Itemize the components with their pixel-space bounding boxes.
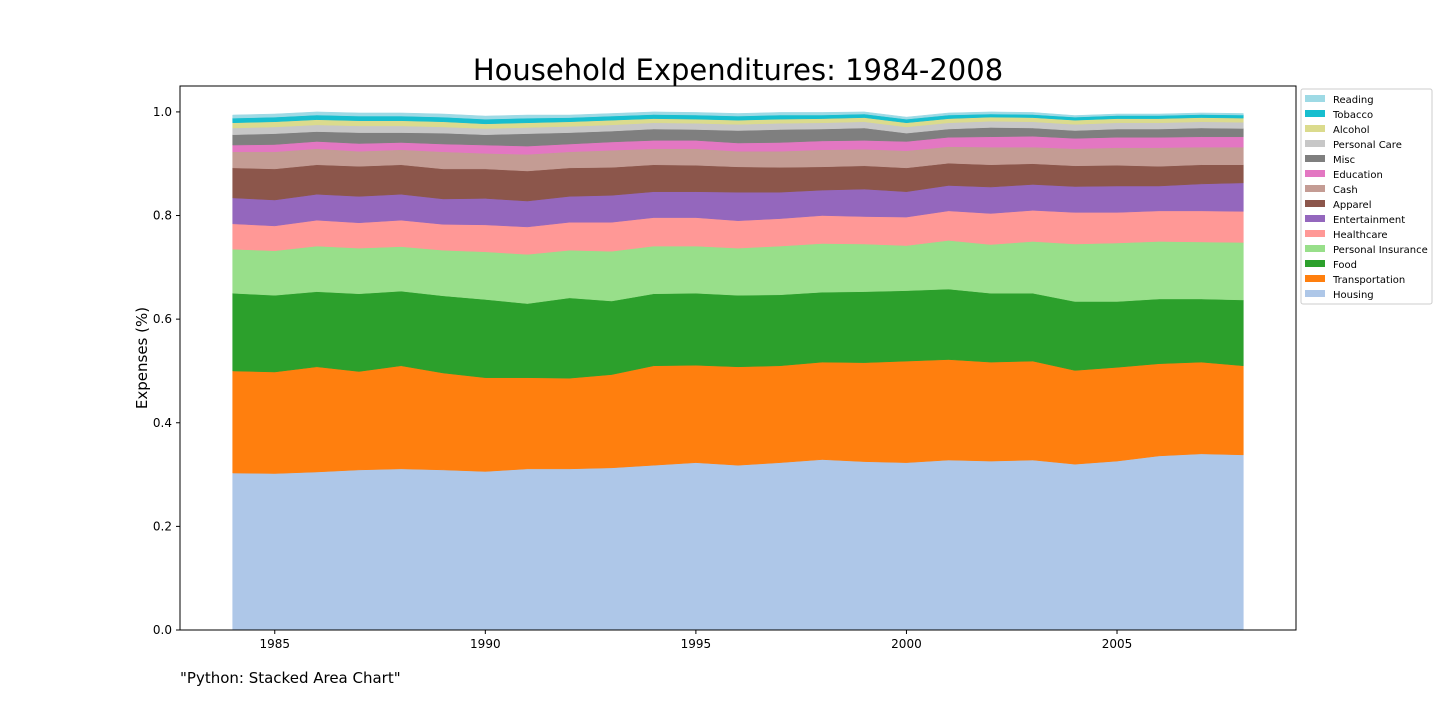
legend: Reading Tobacco Alcohol Personal Care Misc Ed… — [1300, 88, 1433, 305]
area-transportation — [232, 359, 1244, 474]
legend-label: Housing — [1333, 290, 1374, 301]
legend-swatch — [1305, 185, 1325, 192]
y-tick-label: 0.0 — [153, 623, 172, 637]
area-reading — [232, 111, 1244, 120]
x-tick-label: 2005 — [1102, 637, 1133, 651]
y-axis-label: Expenses (%) — [133, 307, 151, 409]
legend-swatch — [1305, 170, 1325, 177]
x-tick-label: 1985 — [259, 637, 290, 651]
x-tick-label: 1995 — [681, 637, 712, 651]
legend-label: Alcohol — [1333, 125, 1369, 136]
legend-swatch — [1305, 110, 1325, 117]
legend-label: Personal Care — [1333, 140, 1402, 151]
chart-caption: "Python: Stacked Area Chart" — [180, 669, 401, 687]
legend-label: Tobacco — [1332, 110, 1373, 121]
x-tick-label: 1990 — [470, 637, 501, 651]
legend-label: Reading — [1333, 95, 1374, 106]
chart-title: Household Expenditures: 1984-2008 — [473, 53, 1003, 87]
legend-label: Transportation — [1332, 275, 1405, 286]
area-layers — [232, 111, 1244, 631]
legend-label: Education — [1333, 170, 1383, 181]
x-tick-label: 2000 — [891, 637, 922, 651]
legend-swatch — [1305, 230, 1325, 237]
y-tick-label: 0.8 — [153, 209, 172, 223]
y-tick-label: 0.4 — [153, 416, 172, 430]
legend-swatch — [1305, 140, 1325, 147]
area-food — [232, 288, 1244, 379]
legend-swatch — [1305, 260, 1325, 267]
legend-label: Cash — [1333, 185, 1358, 196]
x-axis: 1985 1990 1995 2000 2005 — [259, 630, 1132, 651]
legend-label: Healthcare — [1333, 230, 1388, 241]
legend-swatch — [1305, 125, 1325, 132]
legend-swatch — [1305, 200, 1325, 207]
legend-swatch — [1305, 95, 1325, 102]
legend-label: Personal Insurance — [1333, 245, 1428, 256]
plot-frame — [179, 85, 1297, 631]
legend-swatch — [1305, 290, 1325, 297]
legend-swatch — [1305, 245, 1325, 252]
y-axis: 0.0 0.2 0.4 0.6 0.8 1.0 — [153, 105, 180, 637]
legend-label: Food — [1333, 260, 1357, 271]
area-housing — [232, 453, 1244, 631]
y-tick-label: 0.2 — [153, 519, 172, 533]
legend-swatch — [1305, 215, 1325, 222]
legend-label: Misc — [1333, 155, 1355, 166]
y-tick-label: 0.6 — [153, 312, 172, 326]
legend-label: Apparel — [1333, 200, 1372, 211]
legend-swatch — [1305, 275, 1325, 282]
legend-swatch — [1305, 155, 1325, 162]
legend-label: Entertainment — [1333, 215, 1405, 226]
y-tick-label: 1.0 — [153, 105, 172, 119]
legend-box — [1300, 88, 1433, 305]
